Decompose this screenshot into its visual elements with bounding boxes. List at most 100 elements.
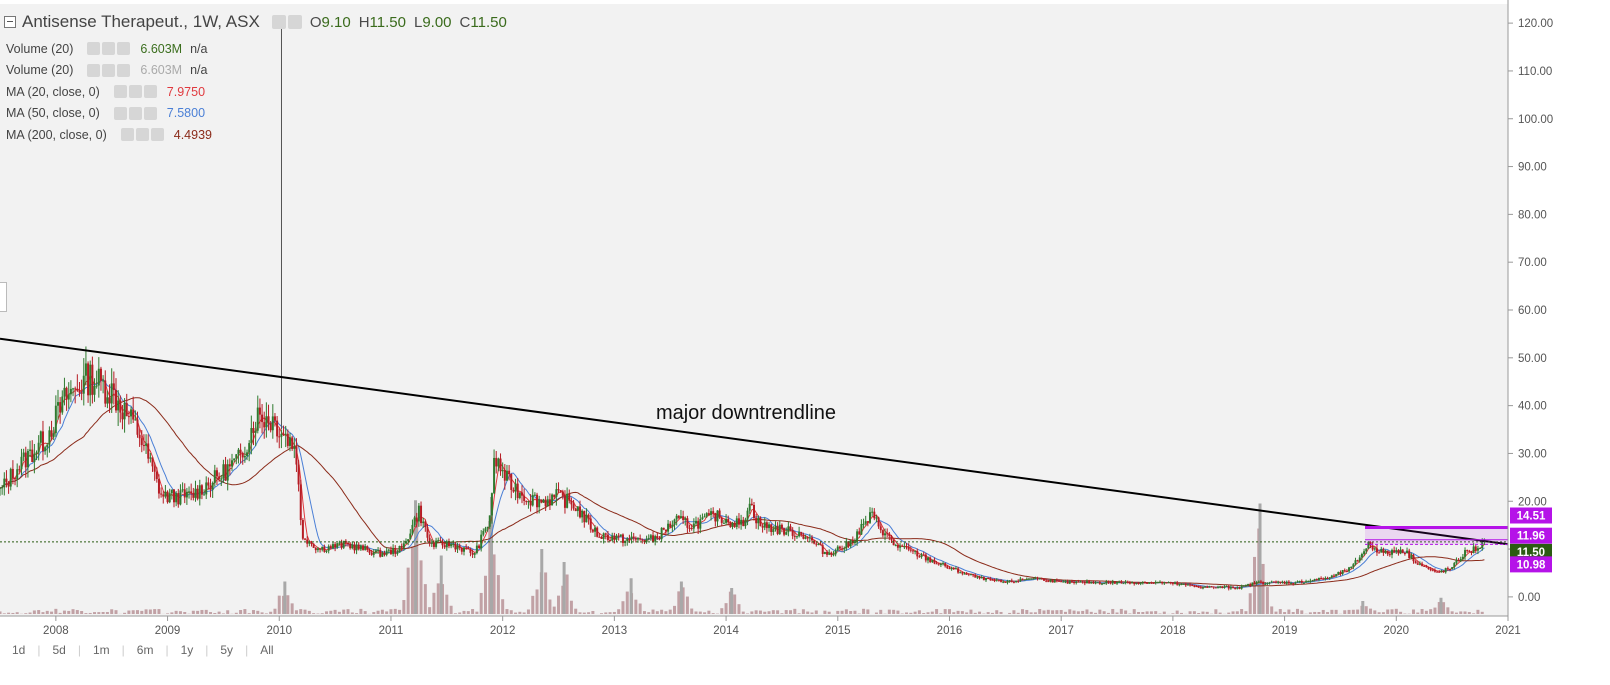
eye-icon[interactable] xyxy=(114,85,127,98)
candle-body xyxy=(371,553,373,555)
candle-body xyxy=(83,376,85,394)
collapse-icon[interactable] xyxy=(4,16,16,28)
candle-body xyxy=(124,403,126,419)
candle-body xyxy=(914,551,916,552)
candle-body xyxy=(446,541,448,547)
period-1y[interactable]: 1y xyxy=(169,643,206,657)
gear-icon[interactable] xyxy=(102,64,115,77)
volume-bar xyxy=(1279,609,1282,614)
period-6m[interactable]: 6m xyxy=(125,643,166,657)
legend-row-volume-2[interactable]: Volume (20) 6.603M n/a xyxy=(6,60,214,82)
side-panel-toggle[interactable] xyxy=(0,282,7,312)
candle-body xyxy=(474,553,476,555)
candle-body xyxy=(633,537,635,539)
candle-body xyxy=(596,528,598,537)
candle-body xyxy=(1153,583,1155,584)
candle-body xyxy=(1247,584,1249,585)
volume-bar xyxy=(239,610,242,614)
candle-body xyxy=(1129,583,1131,584)
candle-body xyxy=(452,544,454,545)
candle-body xyxy=(321,547,323,550)
candle-body xyxy=(916,551,918,556)
gear-icon[interactable] xyxy=(102,42,115,55)
legend-controls xyxy=(114,107,157,120)
candle-body xyxy=(727,519,729,522)
volume-bar xyxy=(1081,611,1084,614)
candle-body xyxy=(923,554,925,555)
gear-icon[interactable] xyxy=(129,107,142,120)
candle-body xyxy=(214,470,216,483)
period-5y[interactable]: 5y xyxy=(208,643,245,657)
period-5d[interactable]: 5d xyxy=(40,643,77,657)
volume-bar xyxy=(566,574,569,614)
volume-bar xyxy=(905,612,908,614)
gear-icon[interactable] xyxy=(136,128,149,141)
eye-icon[interactable] xyxy=(114,107,127,120)
period-1m[interactable]: 1m xyxy=(81,643,122,657)
candle-body xyxy=(719,511,721,518)
close-icon[interactable] xyxy=(117,42,130,55)
candle-body xyxy=(173,490,175,503)
volume-bar xyxy=(115,610,118,614)
candle-body xyxy=(635,538,637,539)
candle-body xyxy=(289,437,291,445)
legend-row-ma20[interactable]: MA (20, close, 0) 7.9750 xyxy=(6,81,214,103)
volume-bar xyxy=(656,611,659,614)
candle-body xyxy=(581,511,583,518)
candle-body xyxy=(1064,581,1066,582)
volume-bar xyxy=(991,613,994,614)
volume-bar xyxy=(1176,611,1179,614)
candle-body xyxy=(360,545,362,549)
candle-body xyxy=(1,487,3,488)
legend-row-ma200[interactable]: MA (200, close, 0) 4.4939 xyxy=(6,124,214,146)
candle-body xyxy=(1443,571,1445,573)
candle-body xyxy=(858,531,860,534)
y-tick-label: 80.00 xyxy=(1518,209,1547,221)
price-chart[interactable]: 0.0010.0020.0030.0040.0050.0060.0070.008… xyxy=(0,0,1556,680)
gear-icon[interactable] xyxy=(129,85,142,98)
candle-body xyxy=(106,397,108,403)
volume-bar xyxy=(1382,612,1385,614)
volume-spike xyxy=(680,582,683,615)
candle-body xyxy=(502,470,504,471)
candle-body xyxy=(248,443,250,452)
volume-bar xyxy=(321,613,324,614)
candle-body xyxy=(235,454,237,458)
volume-bar xyxy=(660,610,663,614)
candle-body xyxy=(1354,560,1356,564)
eye-icon[interactable] xyxy=(87,42,100,55)
candle-body xyxy=(1303,583,1305,584)
eye-icon[interactable] xyxy=(272,15,286,29)
candle-body xyxy=(1395,550,1397,552)
close-icon[interactable] xyxy=(117,64,130,77)
close-icon[interactable] xyxy=(144,107,157,120)
volume-bar xyxy=(493,554,496,614)
candle-body xyxy=(704,516,706,517)
volume-bar xyxy=(514,613,517,614)
volume-bar xyxy=(1266,587,1269,614)
candle-body xyxy=(1327,578,1329,579)
candle-body xyxy=(1196,586,1198,587)
candle-body xyxy=(1238,588,1240,589)
x-tick-label: 2016 xyxy=(937,625,963,637)
candle-body xyxy=(609,540,611,541)
candle-body xyxy=(542,500,544,503)
close-icon[interactable] xyxy=(151,128,164,141)
eye-icon[interactable] xyxy=(121,128,134,141)
candle-body xyxy=(1107,582,1109,583)
candle-body xyxy=(641,540,643,541)
volume-spike xyxy=(563,562,566,614)
candle-body xyxy=(149,457,151,458)
candle-body xyxy=(712,511,714,513)
legend-row-ma50[interactable]: MA (50, close, 0) 7.5800 xyxy=(6,103,214,125)
period-1d[interactable]: 1d xyxy=(0,643,37,657)
close-icon[interactable] xyxy=(144,85,157,98)
candle-body xyxy=(246,452,248,456)
chart-area[interactable]: 0.0010.0020.0030.0040.0050.0060.0070.008… xyxy=(0,0,1556,680)
legend-row-volume[interactable]: Volume (20) 6.603M n/a xyxy=(6,38,214,60)
eye-icon[interactable] xyxy=(87,64,100,77)
volume-bar xyxy=(918,610,921,614)
gear-icon[interactable] xyxy=(288,15,302,29)
candle-body xyxy=(600,537,602,539)
period-all[interactable]: All xyxy=(248,643,285,657)
